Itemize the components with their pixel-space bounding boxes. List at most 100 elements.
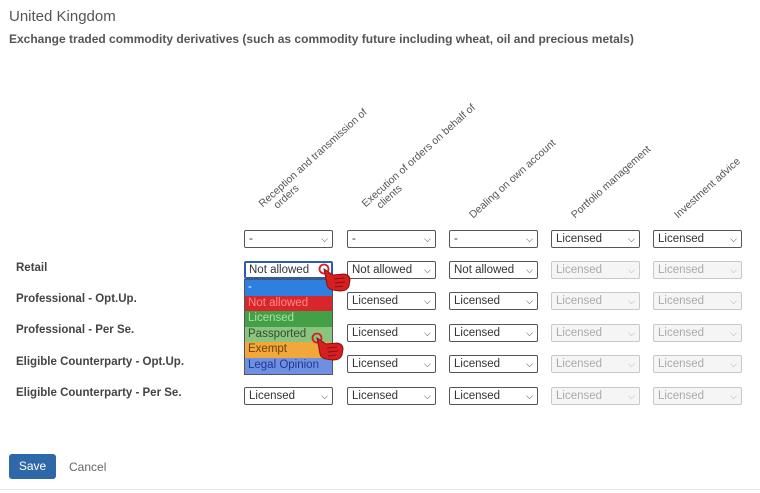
select-value: Licensed (454, 295, 501, 307)
column-header-execution: Execution of orders on behalf of clients (360, 102, 485, 218)
row-label-retail: Retail (16, 262, 48, 274)
select-value: Licensed (658, 233, 705, 245)
column-header-line1: Reception and transmission of (256, 106, 370, 210)
pro-perse-execution-select[interactable]: Licensed ⌵ (347, 324, 436, 342)
chevron-down-icon: ⌵ (321, 234, 328, 244)
ecp-optup-execution-select[interactable]: Licensed ⌵ (347, 355, 436, 373)
column-select-advice[interactable]: Licensed ⌵ (653, 230, 742, 248)
ecp-optup-portfolio-select: Licensed ⌵ (551, 355, 640, 373)
column-header-portfolio: Portfolio management (568, 143, 654, 221)
chevron-down-icon: ⌵ (424, 265, 431, 275)
pro-optup-advice-select: Licensed ⌵ (653, 292, 742, 310)
select-value: Licensed (556, 327, 603, 339)
select-value: Licensed (658, 295, 705, 307)
save-button[interactable]: Save (9, 454, 56, 479)
retail-reception-select[interactable]: Not allowed (244, 261, 333, 279)
hand-pointer-icon (318, 263, 351, 292)
chevron-down-icon: ⌵ (730, 296, 737, 306)
column-select-execution[interactable]: - ⌵ (347, 230, 436, 248)
select-value: - (352, 233, 356, 245)
dropdown-option-legal-opinion[interactable]: Legal Opinion (245, 357, 332, 374)
column-header-reception: Reception and transmission of orders (256, 106, 377, 218)
chevron-down-icon: ⌵ (730, 359, 737, 369)
pro-perse-dealing-select[interactable]: Licensed ⌵ (449, 324, 538, 342)
column-header-line2: clients (374, 182, 405, 212)
column-header-advice: Investment advice (672, 155, 743, 221)
chevron-down-icon: ⌵ (321, 391, 328, 401)
chevron-down-icon: ⌵ (628, 359, 635, 369)
chevron-down-icon: ⌵ (526, 391, 533, 401)
select-value: - (249, 233, 253, 245)
hand-pointer-icon (311, 332, 344, 361)
column-select-dealing[interactable]: - ⌵ (449, 230, 538, 248)
chevron-down-icon: ⌵ (730, 391, 737, 401)
chevron-down-icon: ⌵ (526, 296, 533, 306)
chevron-down-icon: ⌵ (424, 391, 431, 401)
column-header-line1: Dealing on own account (466, 137, 559, 221)
column-header-line1: Portfolio management (568, 143, 654, 221)
chevron-down-icon: ⌵ (628, 391, 635, 401)
select-value: Not allowed (352, 264, 413, 276)
pro-perse-advice-select: Licensed ⌵ (653, 324, 742, 342)
select-value: Licensed (352, 358, 399, 370)
divider (0, 489, 760, 490)
chevron-down-icon: ⌵ (526, 328, 533, 338)
ecp-perse-reception-select[interactable]: Licensed ⌵ (244, 387, 333, 405)
chevron-down-icon: ⌵ (424, 359, 431, 369)
pro-optup-dealing-select[interactable]: Licensed ⌵ (449, 292, 538, 310)
column-select-portfolio[interactable]: Licensed ⌵ (551, 230, 640, 248)
select-value: Licensed (556, 358, 603, 370)
column-header-line1: Execution of orders on behalf of (359, 101, 478, 210)
dropdown-option-passported[interactable]: Passported (245, 326, 332, 343)
ecp-perse-advice-select: Licensed ⌵ (653, 387, 742, 405)
dropdown-option-not-allowed[interactable]: Not allowed (245, 295, 332, 312)
ecp-optup-dealing-select[interactable]: Licensed ⌵ (449, 355, 538, 373)
select-value: Licensed (556, 295, 603, 307)
row-label-professional-opt-up: Professional - Opt.Up. (16, 293, 137, 305)
column-header-line2: orders (271, 182, 302, 212)
chevron-down-icon: ⌵ (628, 328, 635, 338)
chevron-down-icon: ⌵ (730, 265, 737, 275)
select-value: Not allowed (454, 264, 515, 276)
select-value: Licensed (352, 390, 399, 402)
chevron-down-icon: ⌵ (730, 234, 737, 244)
page-title: United Kingdom (9, 8, 116, 25)
retail-execution-select[interactable]: Not allowed ⌵ (347, 261, 436, 279)
select-value: Licensed (658, 327, 705, 339)
ecp-perse-dealing-select[interactable]: Licensed ⌵ (449, 387, 538, 405)
select-value: Licensed (658, 358, 705, 370)
column-header-dealing: Dealing on own account (466, 137, 559, 221)
select-value: Licensed (352, 295, 399, 307)
chevron-down-icon: ⌵ (628, 265, 635, 275)
row-label-eligible-counterparty-per-se: Eligible Counterparty - Per Se. (16, 387, 182, 399)
cancel-button[interactable]: Cancel (69, 460, 107, 474)
page-subtitle: Exchange traded commodity derivatives (s… (9, 32, 634, 46)
select-value: - (454, 233, 458, 245)
select-value: Licensed (556, 390, 603, 402)
select-value: Licensed (556, 264, 603, 276)
retail-portfolio-select: Licensed ⌵ (551, 261, 640, 279)
chevron-down-icon: ⌵ (424, 328, 431, 338)
dropdown-option-dash[interactable]: - (245, 280, 332, 296)
dropdown-option-licensed[interactable]: Licensed (245, 311, 332, 327)
pro-perse-portfolio-select: Licensed ⌵ (551, 324, 640, 342)
retail-advice-select: Licensed ⌵ (653, 261, 742, 279)
chevron-down-icon: ⌵ (730, 328, 737, 338)
chevron-down-icon: ⌵ (526, 359, 533, 369)
pro-optup-execution-select[interactable]: Licensed ⌵ (347, 292, 436, 310)
select-value: Licensed (454, 390, 501, 402)
select-value: Licensed (249, 390, 296, 402)
select-value: Licensed (454, 358, 501, 370)
ecp-perse-execution-select[interactable]: Licensed ⌵ (347, 387, 436, 405)
chevron-down-icon: ⌵ (424, 296, 431, 306)
select-value: Licensed (658, 390, 705, 402)
status-dropdown-list: - Not allowed Licensed Passported Exempt… (244, 279, 333, 375)
dropdown-option-exempt[interactable]: Exempt (245, 342, 332, 358)
retail-dealing-select[interactable]: Not allowed ⌵ (449, 261, 538, 279)
chevron-down-icon: ⌵ (628, 296, 635, 306)
column-select-reception[interactable]: - ⌵ (244, 230, 333, 248)
select-value: Licensed (556, 233, 603, 245)
chevron-down-icon: ⌵ (424, 234, 431, 244)
row-label-professional-per-se: Professional - Per Se. (16, 324, 135, 336)
chevron-down-icon: ⌵ (628, 234, 635, 244)
